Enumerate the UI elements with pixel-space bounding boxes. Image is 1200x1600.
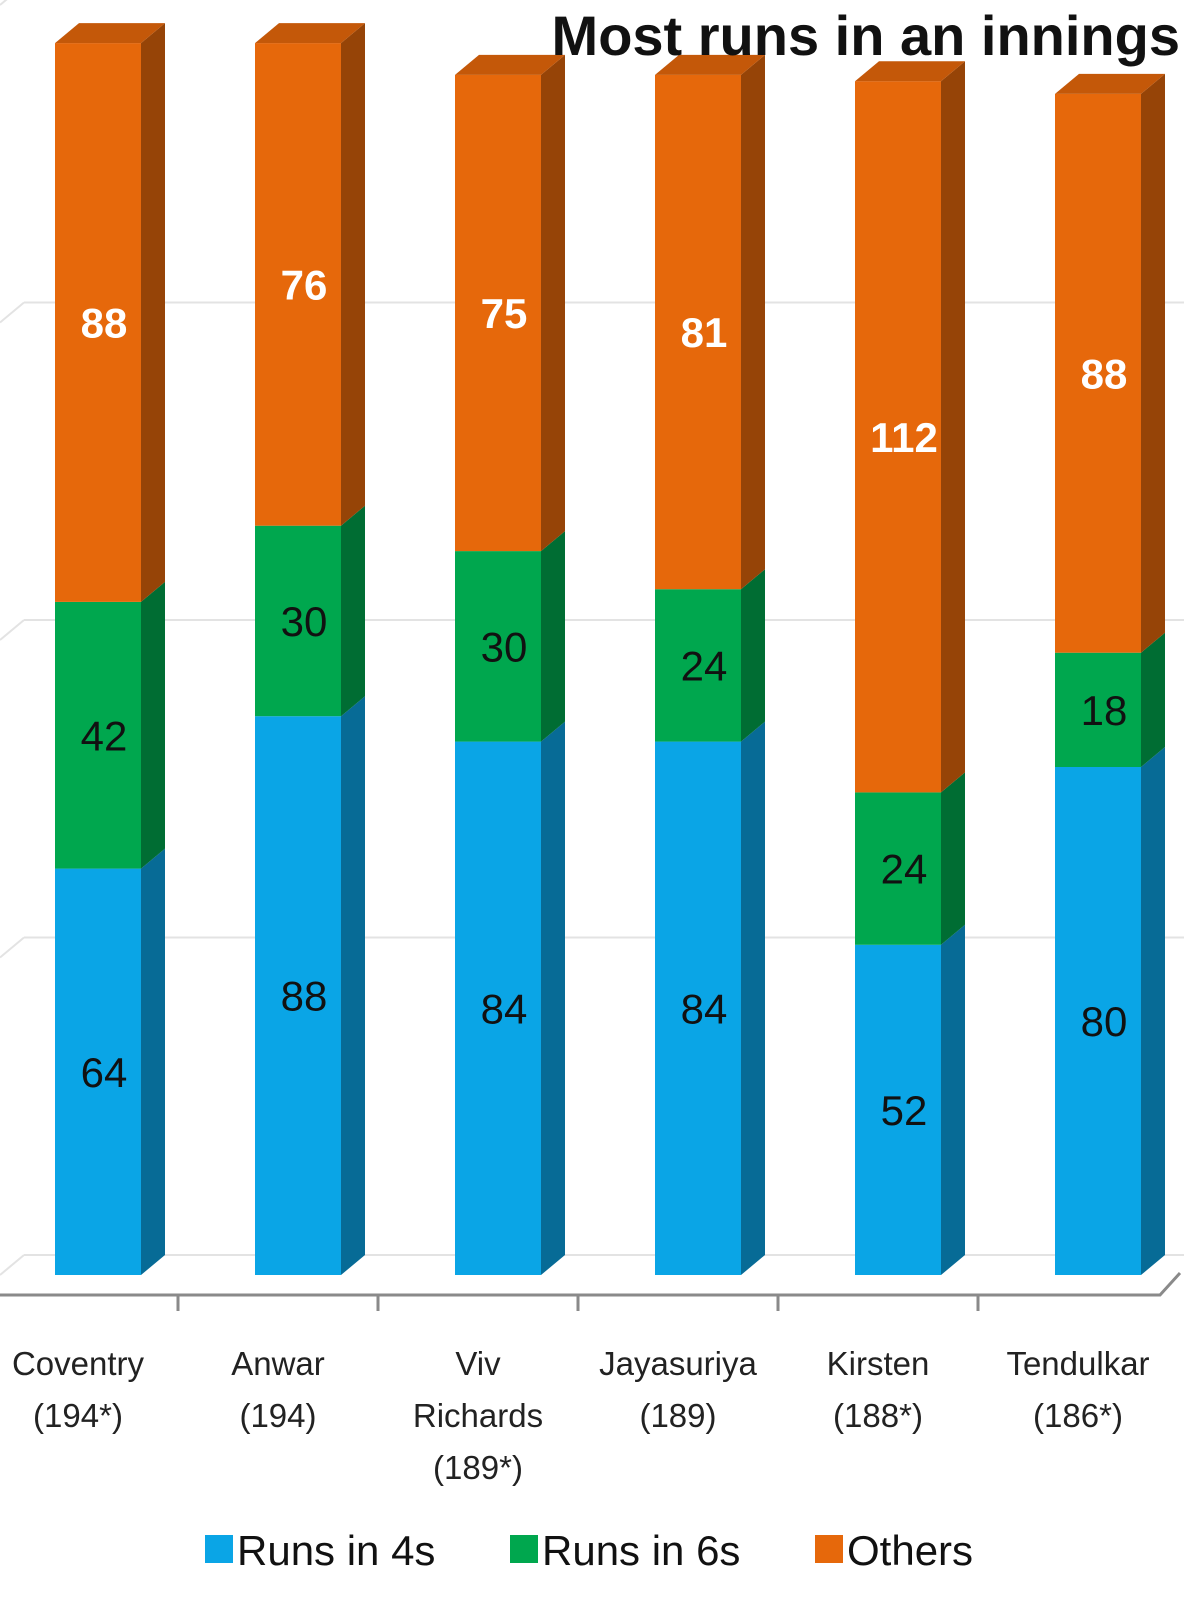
data-label: 112 <box>870 414 938 461</box>
bar-segment-side <box>541 531 565 742</box>
bar-segment <box>1055 767 1141 1275</box>
data-label: 81 <box>681 309 728 356</box>
category-label: Jayasuriya (189) <box>599 1345 757 1434</box>
gridline-side <box>0 301 25 324</box>
bar-segment-side <box>541 54 565 552</box>
x-axis-line <box>0 1271 1182 1297</box>
bar-segment <box>655 589 741 742</box>
bar-stack: 84 30 75 <box>455 54 565 1275</box>
bar-segment <box>455 74 541 552</box>
bar-segment-side <box>1141 73 1165 653</box>
bar-stack: 84 24 81 <box>655 54 765 1275</box>
data-label: 30 <box>481 623 528 670</box>
bar-segment <box>855 944 941 1275</box>
data-label: 88 <box>81 300 128 347</box>
bar-top-face <box>655 54 765 75</box>
bar-stack: 88 30 76 <box>255 23 365 1275</box>
bar-segment <box>455 551 541 742</box>
bar-segment-side <box>141 581 165 869</box>
data-label: 84 <box>481 985 528 1032</box>
bar-segment-side <box>1141 632 1165 767</box>
bar-segment <box>655 741 741 1275</box>
category-label: Tendulkar (186*) <box>1006 1345 1149 1434</box>
x-axis <box>0 1271 1182 1311</box>
data-label: 24 <box>881 846 928 893</box>
data-label: 76 <box>281 261 328 308</box>
bar-segment-side <box>941 924 965 1275</box>
legend-label: Runs in 6s <box>542 1527 740 1574</box>
bar-top-face <box>455 54 565 75</box>
bar-segment-side <box>941 61 965 793</box>
bar-segment-side <box>341 696 365 1275</box>
bar-segment <box>1055 93 1141 653</box>
category-labels: Coventry (194*) Anwar (194) Viv Richards (189*… <box>12 1345 1150 1486</box>
legend-label: Runs in 4s <box>237 1527 435 1574</box>
bar-segment <box>55 43 141 602</box>
bar-segment <box>855 792 941 945</box>
bar-segment-side <box>1141 747 1165 1275</box>
data-label: 88 <box>1081 350 1128 397</box>
legend: Runs in 4s Runs in 6s Others <box>205 1527 973 1574</box>
bar-segment <box>255 716 341 1275</box>
data-label: 18 <box>1081 687 1128 734</box>
data-label: 52 <box>881 1087 928 1134</box>
category-label: Anwar (194) <box>231 1345 325 1434</box>
bar-segment <box>455 741 541 1275</box>
data-label: 30 <box>281 598 328 645</box>
bar-segment-side <box>741 569 765 742</box>
bar-segment <box>255 43 341 526</box>
bar-top-face <box>1055 73 1165 94</box>
bar-segment <box>1055 652 1141 767</box>
bar-stack: 64 42 88 <box>55 23 165 1275</box>
bar-segment-side <box>541 721 565 1275</box>
bar-segment <box>55 601 141 869</box>
data-label: 64 <box>81 1049 128 1096</box>
legend-swatch <box>815 1535 843 1563</box>
data-label: 80 <box>1081 998 1128 1045</box>
bar-segment-side <box>941 772 965 945</box>
gridline-side <box>0 619 25 641</box>
legend-swatch <box>205 1535 233 1563</box>
bar-segment <box>655 74 741 590</box>
category-label: Coventry (194*) <box>12 1345 145 1434</box>
gridline-side <box>0 1254 25 1276</box>
bar-segment-side <box>141 848 165 1275</box>
bar-segment-side <box>741 721 765 1275</box>
gridlines <box>0 0 1184 1276</box>
bar-segment-side <box>341 23 365 526</box>
gridline-side <box>0 936 25 959</box>
data-label: 75 <box>481 290 528 337</box>
data-label: 42 <box>81 712 128 759</box>
chart-title: Most runs in an innings <box>552 4 1180 67</box>
category-label: Kirsten (188*) <box>827 1345 930 1434</box>
bar-segment-side <box>741 54 765 590</box>
bar-segment-side <box>141 23 165 602</box>
bars: 64 42 88 88 30 76 84 30 75 84 24 81 52 24 112 80 18 88 <box>55 23 1165 1275</box>
bar-top-face <box>855 61 965 82</box>
gridline-side <box>0 0 8 6</box>
bar-segment <box>255 525 341 717</box>
data-label: 84 <box>681 985 728 1032</box>
bar-stack: 52 24 112 <box>855 61 965 1275</box>
data-label: 88 <box>281 973 328 1020</box>
category-label: Viv Richards (189*) <box>413 1345 543 1486</box>
legend-swatch <box>510 1535 538 1563</box>
bar-stack: 80 18 88 <box>1055 73 1165 1275</box>
bar-segment <box>855 81 941 793</box>
bar-segment <box>55 868 141 1275</box>
bar-top-face <box>55 23 165 44</box>
bar-segment-side <box>341 505 365 717</box>
legend-label: Others <box>847 1527 973 1574</box>
bar-top-face <box>255 23 365 44</box>
data-label: 24 <box>681 642 728 689</box>
